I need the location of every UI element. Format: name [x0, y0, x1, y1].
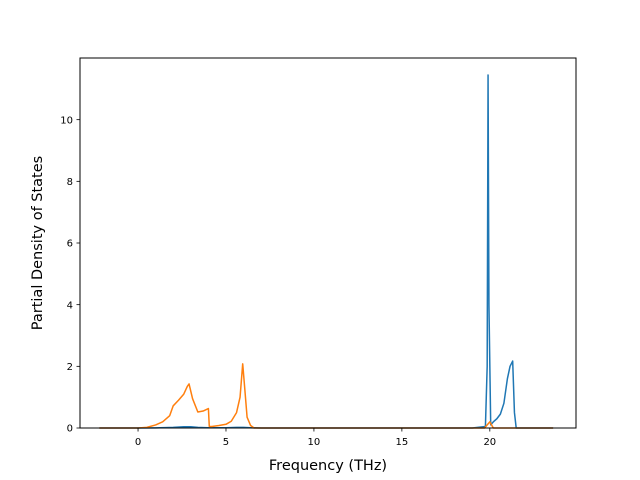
- x-axis-label: Frequency (THz): [269, 458, 387, 474]
- x-axis-ticks: 0 5 10 15 20: [135, 428, 496, 448]
- y-tick-label: 10: [60, 115, 73, 126]
- y-tick-label: 8: [67, 177, 73, 188]
- y-axis-label: Partial Density of States: [30, 156, 46, 330]
- y-tick-label: 2: [67, 362, 73, 373]
- series-line-1: [99, 74, 554, 429]
- y-tick-label: 6: [67, 239, 73, 250]
- y-axis-ticks: 0 2 4 6 8 10: [60, 115, 80, 435]
- x-tick-label: 0: [135, 437, 141, 448]
- y-tick-label: 0: [67, 424, 73, 435]
- x-tick-label: 5: [223, 437, 229, 448]
- y-tick-label: 4: [67, 300, 73, 311]
- series-layer: [99, 74, 554, 429]
- x-tick-label: 15: [396, 437, 409, 448]
- axes-layer: [79, 57, 577, 429]
- x-tick-label: 10: [308, 437, 321, 448]
- x-tick-label: 20: [483, 437, 496, 448]
- plot-frame: [79, 57, 577, 429]
